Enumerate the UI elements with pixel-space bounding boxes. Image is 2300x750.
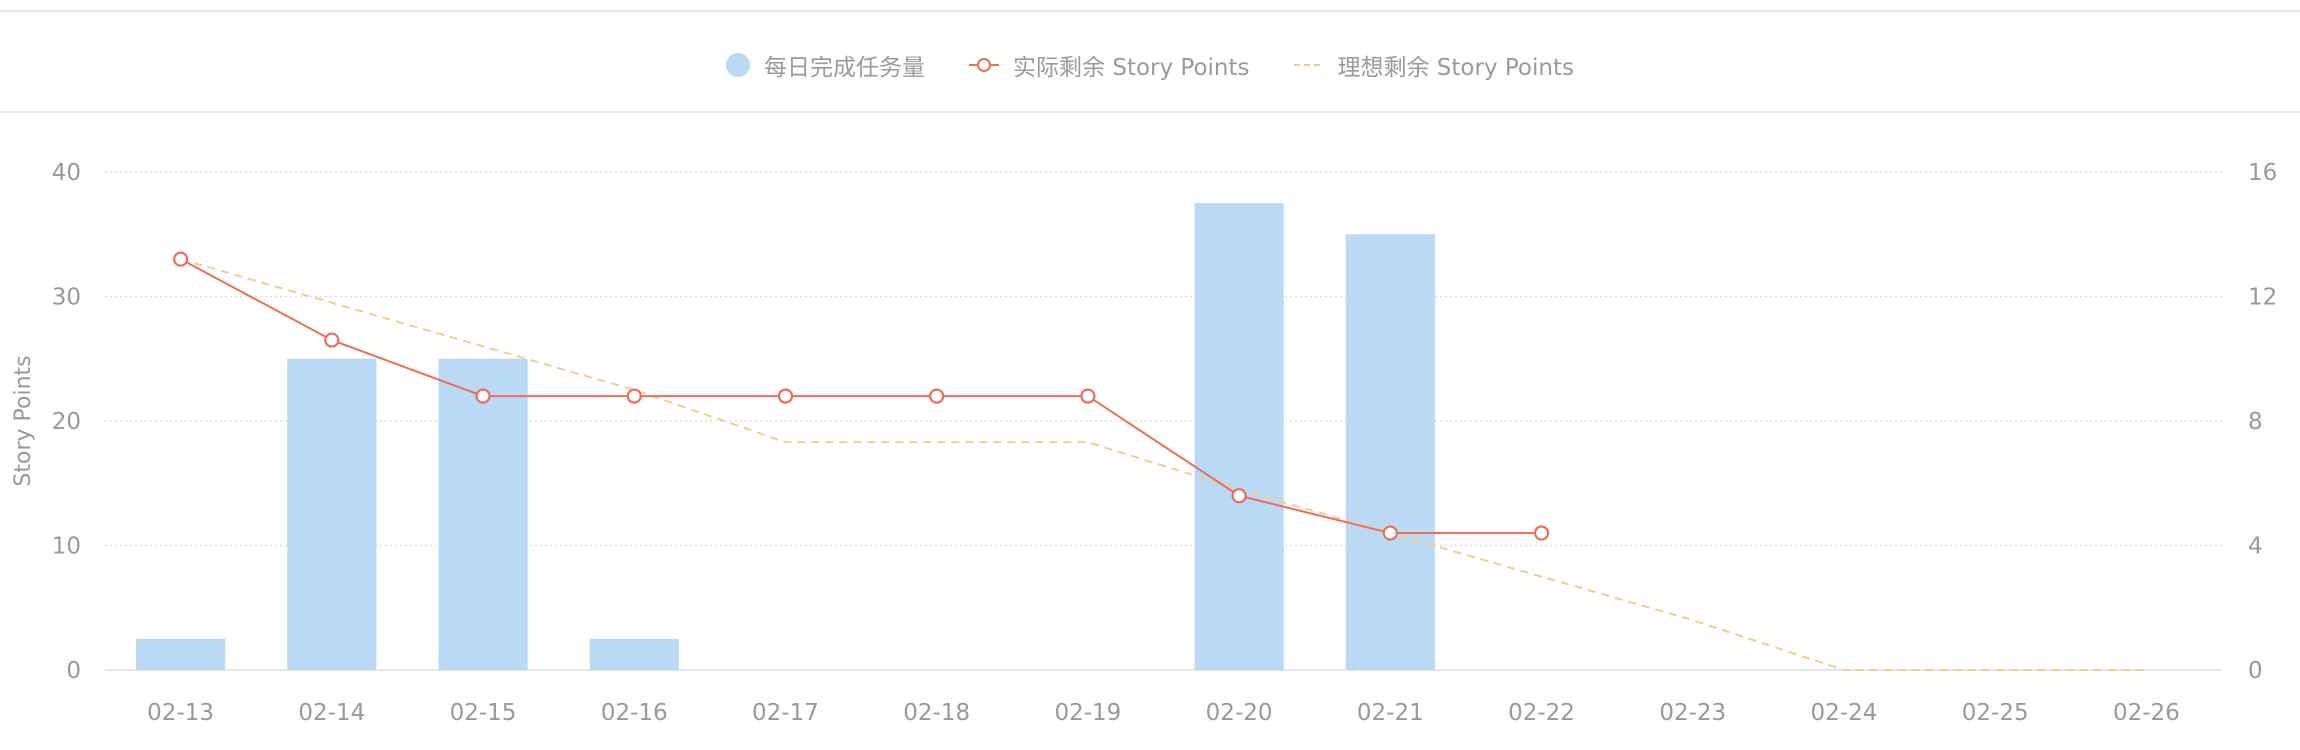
legend-label-ideal-remaining: 理想剩余 Story Points bbox=[1337, 55, 1574, 81]
legend-divider bbox=[0, 111, 2300, 113]
point-actual bbox=[929, 388, 945, 404]
y2-tick-label: 4 bbox=[2248, 534, 2263, 560]
y-tick-label: 10 bbox=[52, 534, 81, 560]
bar bbox=[287, 358, 377, 670]
legend-item-ideal-remaining[interactable]: 理想剩余 Story Points bbox=[1293, 48, 1574, 82]
y-tick-label: 30 bbox=[52, 285, 81, 311]
point-actual bbox=[1382, 525, 1398, 541]
x-tick-label: 02-23 bbox=[1659, 700, 1726, 726]
point-actual bbox=[777, 388, 794, 404]
point-actual bbox=[1231, 488, 1247, 504]
point-actual bbox=[324, 332, 340, 348]
y-axis-title: Story Points bbox=[11, 355, 36, 486]
x-tick-label: 02-15 bbox=[450, 700, 517, 726]
x-tick-label: 02-25 bbox=[1962, 700, 2029, 726]
x-tick-label: 02-18 bbox=[903, 700, 970, 726]
point-actual bbox=[1533, 525, 1550, 541]
x-tick-label: 02-14 bbox=[298, 700, 365, 726]
y2-tick-label: 0 bbox=[2248, 658, 2263, 684]
point-actual bbox=[475, 388, 491, 404]
legend-bar-swatch-icon bbox=[726, 53, 751, 77]
bar bbox=[1194, 203, 1284, 670]
y2-tick-label: 12 bbox=[2248, 285, 2277, 311]
top-border bbox=[0, 10, 2300, 12]
legend-item-actual-remaining[interactable]: 实际剩余 Story Points bbox=[969, 48, 1250, 82]
x-tick-label: 02-19 bbox=[1054, 700, 1121, 726]
y-tick-label: 20 bbox=[52, 409, 81, 435]
point-actual bbox=[1080, 388, 1096, 404]
bar bbox=[438, 358, 528, 670]
legend-dashed-line-icon bbox=[1293, 64, 1324, 66]
legend-label-actual-remaining: 实际剩余 Story Points bbox=[1013, 55, 1250, 81]
point-actual bbox=[626, 388, 642, 404]
y-tick-label: 40 bbox=[52, 160, 81, 186]
x-tick-label: 02-20 bbox=[1206, 700, 1273, 726]
y-tick-label: 0 bbox=[66, 658, 81, 684]
x-tick-label: 02-16 bbox=[601, 700, 668, 726]
x-tick-label: 02-17 bbox=[752, 700, 819, 726]
x-tick-label: 02-24 bbox=[1811, 700, 1878, 726]
x-tick-label: 02-21 bbox=[1357, 700, 1424, 726]
legend-label-daily-completed: 每日完成任务量 bbox=[764, 55, 926, 81]
series-line-ideal bbox=[180, 258, 2147, 671]
legend-line-marker-icon bbox=[969, 58, 1000, 72]
x-tick-label: 02-26 bbox=[2113, 700, 2180, 726]
bar bbox=[1345, 234, 1435, 670]
y2-tick-label: 8 bbox=[2248, 409, 2263, 435]
x-tick-label: 02-13 bbox=[147, 700, 214, 726]
bar bbox=[135, 638, 226, 670]
chart-legend: 每日完成任务量 实际剩余 Story Points 理想剩余 Story Poi… bbox=[0, 38, 2300, 92]
point-actual bbox=[173, 251, 189, 267]
series-line-actual bbox=[180, 258, 1542, 535]
legend-item-daily-completed[interactable]: 每日完成任务量 bbox=[726, 48, 925, 82]
x-tick-label: 02-22 bbox=[1508, 700, 1575, 726]
bar bbox=[589, 638, 679, 670]
y2-tick-label: 16 bbox=[2248, 160, 2277, 186]
